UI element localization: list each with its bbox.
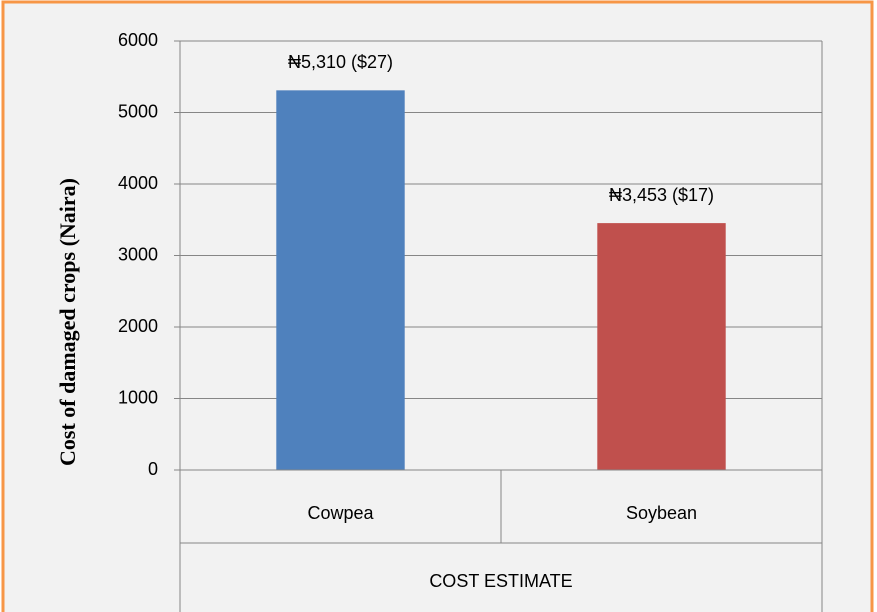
- y-tick-label: 4000: [118, 173, 158, 193]
- data-label: ₦5,310 ($27): [288, 52, 393, 72]
- bar: [597, 223, 726, 470]
- y-tick-label: 5000: [118, 101, 158, 121]
- y-tick-label: 0: [148, 459, 158, 479]
- y-tick-label: 2000: [118, 316, 158, 336]
- data-label: ₦3,453 ($17): [609, 185, 714, 205]
- y-tick-label: 1000: [118, 387, 158, 407]
- group-label: COST ESTIMATE: [429, 571, 572, 591]
- y-tick-label: 3000: [118, 244, 158, 264]
- y-axis-label: Cost of damaged crops (Naira): [55, 178, 80, 466]
- x-tick-label: Soybean: [626, 503, 697, 523]
- y-tick-label: 6000: [118, 30, 158, 50]
- bar: [276, 90, 405, 471]
- x-tick-label: Cowpea: [307, 503, 374, 523]
